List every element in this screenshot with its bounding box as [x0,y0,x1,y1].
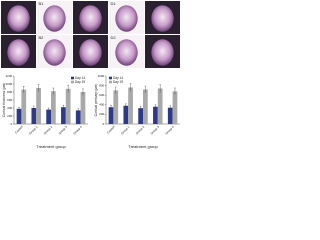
legend-swatch [109,80,112,84]
y-tick-label: 200 [7,114,12,118]
x-tick-label: Group 4 [164,125,175,136]
bar [21,89,27,124]
bar [167,107,173,124]
bar [108,107,114,124]
legend-label: Day 14 [113,76,123,80]
y-tick-label: 0 [11,122,13,126]
bar [16,108,22,124]
x-tick-label: Group 3 [58,125,69,136]
bar [36,88,41,124]
panel-label: C1 [75,1,81,6]
y-axis-label: Cortical thickness (μm) [2,83,6,118]
y-tick-label: 800 [7,90,12,94]
x-tick-label: Group 1 [120,125,131,136]
bar [128,87,133,124]
panel-label: B1 [39,1,45,6]
fruit-image [151,39,174,66]
y-tick-label: 1000 [6,82,13,86]
legend-label: Day 19 [113,80,123,84]
y-tick-label: 600 [7,98,12,102]
bar [46,109,51,124]
y-tick-label: 200 [99,112,104,116]
panel-label: A1 [3,1,9,6]
bar [51,91,56,124]
y-axis-label: Cortical pericarp (μm) [94,84,98,117]
fruit-image [115,5,138,32]
panel-label: E1 [147,1,153,6]
panel-label: D2 [111,35,117,40]
legend-swatch [71,76,74,80]
y-tick-label: 1000 [98,74,105,78]
fruit-image [7,39,30,66]
y-tick-label: 0 [103,122,105,126]
bar [143,89,148,124]
fruit-image [7,5,30,32]
y-tick-label: 400 [7,106,12,110]
bar [31,108,37,124]
bar [65,88,71,124]
bar [80,92,86,124]
x-tick-label: Group 2 [135,125,146,136]
bar [138,108,143,124]
y-tick-label: 800 [99,83,104,87]
page: A1 B1 C1 D1 E1 A2 B2 C2 D2 E2 0 200 400 600 800 1000 120… [1,1,180,150]
bar [61,107,66,124]
fruit-image [43,39,66,66]
figure: A1 B1 C1 D1 E1 A2 B2 C2 D2 E2 0 200 400 600 800 1000 120… [1,1,180,149]
x-tick-label: Group 3 [150,125,161,136]
fruit-image [151,5,174,32]
x-axis-label: Treatment group [128,144,158,149]
fruit-image [115,39,138,66]
bar [157,88,163,124]
x-axis-label: Treatment group [36,144,66,149]
y-tick-label: 400 [99,103,104,107]
bar [75,110,81,124]
x-tick-label: Control [14,125,24,135]
fruit-image [43,5,66,32]
legend-swatch [109,76,112,80]
bar [153,106,158,124]
panel-label: B2 [39,35,45,40]
x-tick-label: Group 2 [43,125,54,136]
x-tick-label: Control [106,125,116,135]
fruit-image [79,5,102,32]
legend-label: Day 19 [75,80,85,84]
legend-swatch [71,80,74,84]
panel-label: E2 [147,35,153,40]
y-tick-label: 600 [99,93,104,97]
bar [172,91,178,124]
x-tick-label: Group 4 [72,125,83,136]
bar [123,105,129,124]
panel-label: A2 [3,35,9,40]
y-tick-label: 1200 [6,74,13,78]
fruit-image [79,39,102,66]
legend-label: Day 14 [75,76,85,80]
x-tick-label: Group 1 [28,125,39,136]
bar [113,90,119,124]
panel-label: C2 [75,35,81,40]
panel-label: D1 [111,1,117,6]
